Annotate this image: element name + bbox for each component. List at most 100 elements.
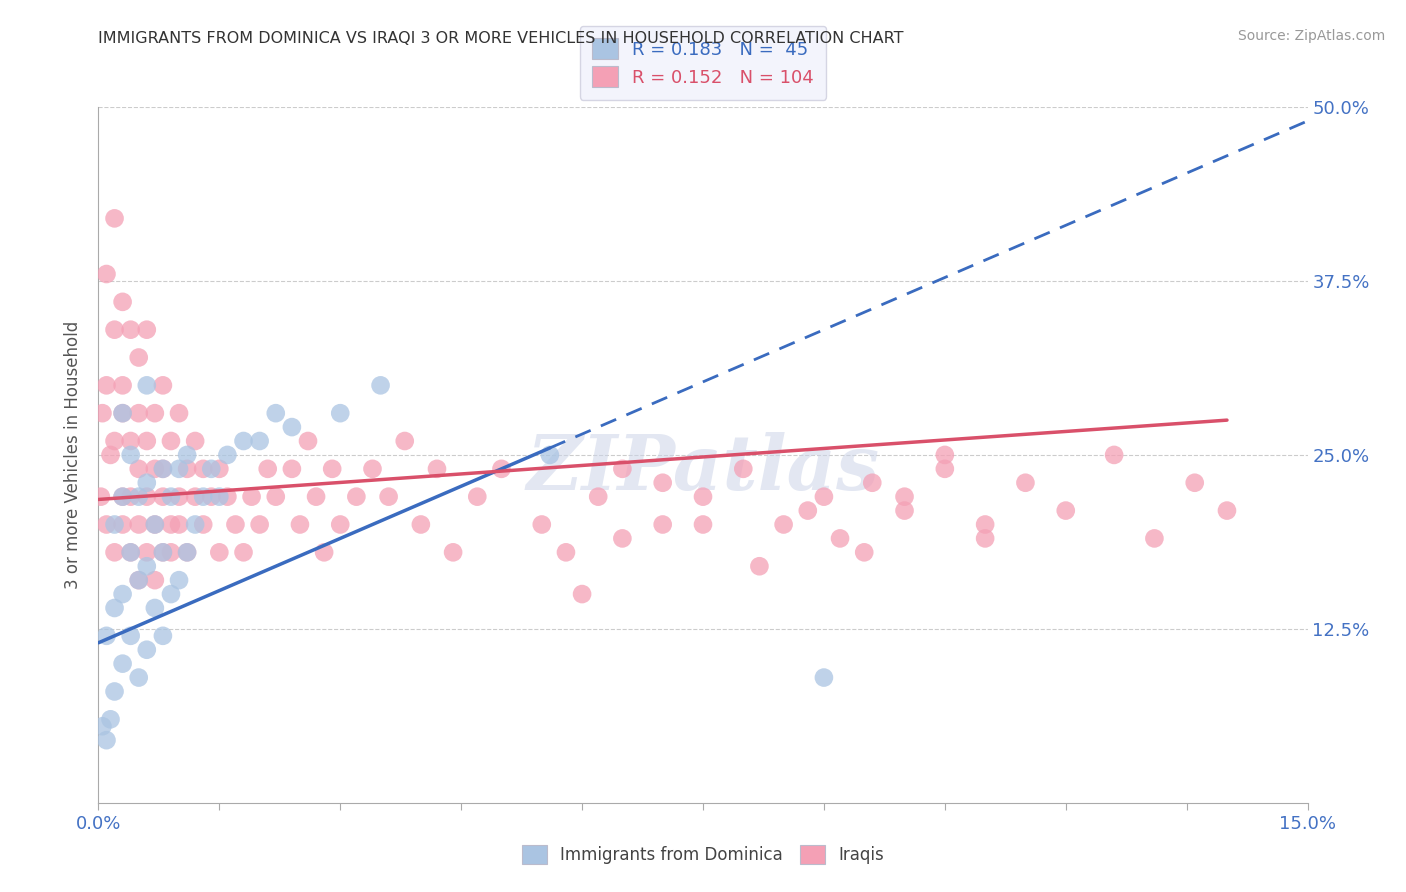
Point (103, 323, 125, 337)
Point (100, 448, 122, 462)
Point (91, 406, 114, 420)
Point (120, 545, 142, 559)
Point (860, 475, 883, 490)
Point (249, 517, 271, 532)
Point (103, 684, 125, 698)
Point (103, 434, 125, 448)
Point (103, 517, 125, 532)
Point (1216, 503, 1239, 517)
Point (256, 462, 278, 476)
Point (167, 517, 190, 532)
Point (167, 462, 190, 476)
Point (193, 490, 215, 504)
Point (160, 490, 183, 504)
Point (90, 490, 112, 504)
Point (128, 517, 150, 532)
Point (143, 517, 166, 532)
Point (329, 517, 352, 532)
Point (128, 490, 150, 504)
Point (135, 323, 157, 337)
Point (281, 420, 304, 434)
Point (377, 490, 399, 504)
Point (853, 545, 876, 559)
Point (240, 490, 263, 504)
Point (813, 490, 835, 504)
Point (111, 517, 134, 532)
Point (813, 671, 835, 685)
Point (193, 462, 215, 476)
Point (120, 448, 142, 462)
Point (103, 601, 125, 615)
Point (96, 267, 118, 281)
Point (111, 294, 134, 309)
Point (329, 406, 352, 420)
Point (103, 211, 125, 226)
Point (797, 503, 820, 517)
Point (733, 462, 755, 476)
Point (152, 378, 174, 392)
Point (96, 378, 118, 392)
Point (934, 448, 956, 462)
Point (571, 587, 593, 601)
Point (167, 573, 190, 587)
Point (344, 490, 367, 504)
Text: ZIPatlas: ZIPatlas (526, 432, 880, 506)
Point (193, 517, 215, 532)
Point (184, 434, 207, 448)
Point (143, 517, 166, 532)
Point (208, 462, 231, 476)
Point (772, 517, 794, 532)
Point (111, 657, 134, 671)
Point (692, 490, 714, 504)
Point (135, 378, 157, 392)
Point (1184, 475, 1206, 490)
Point (370, 378, 392, 392)
Point (208, 545, 231, 559)
Point (160, 517, 183, 532)
Point (200, 462, 222, 476)
Point (91, 719, 114, 733)
Point (426, 462, 449, 476)
Point (530, 517, 553, 532)
Point (111, 378, 134, 392)
Point (232, 545, 254, 559)
Point (314, 545, 336, 559)
Point (120, 545, 142, 559)
Text: IMMIGRANTS FROM DOMINICA VS IRAQI 3 OR MORE VEHICLES IN HOUSEHOLD CORRELATION CH: IMMIGRANTS FROM DOMINICA VS IRAQI 3 OR M… (98, 31, 904, 46)
Point (152, 490, 174, 504)
Point (143, 406, 166, 420)
Point (491, 462, 513, 476)
Point (208, 490, 231, 504)
Legend: Immigrants from Dominica, Iraqis: Immigrants from Dominica, Iraqis (516, 838, 890, 871)
Point (135, 642, 157, 657)
Point (232, 434, 254, 448)
Point (135, 434, 157, 448)
Y-axis label: 3 or more Vehicles in Household: 3 or more Vehicles in Household (65, 321, 83, 589)
Point (160, 587, 183, 601)
Point (143, 573, 166, 587)
Point (217, 448, 239, 462)
Point (120, 323, 142, 337)
Point (651, 517, 673, 532)
Point (135, 545, 157, 559)
Point (128, 406, 150, 420)
Point (120, 434, 142, 448)
Point (264, 406, 287, 420)
Point (748, 559, 770, 574)
Point (409, 517, 432, 532)
Point (143, 601, 166, 615)
Point (249, 434, 271, 448)
Point (321, 462, 343, 476)
Point (893, 503, 915, 517)
Point (160, 545, 183, 559)
Point (828, 532, 851, 546)
Point (143, 462, 166, 476)
Point (176, 545, 198, 559)
Point (96, 629, 118, 643)
Point (152, 545, 174, 559)
Point (612, 462, 634, 476)
Point (152, 462, 174, 476)
Point (128, 573, 150, 587)
Point (135, 490, 157, 504)
Point (167, 490, 190, 504)
